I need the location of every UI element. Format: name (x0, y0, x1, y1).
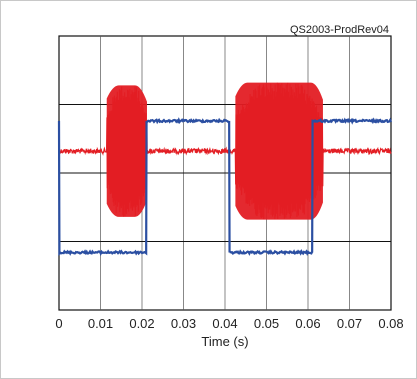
x-tick-label: 0.07 (337, 316, 362, 331)
x-tick-labels: 0 0.01 0.02 0.03 0.04 0.05 0.06 0.07 0.08 (55, 316, 403, 331)
x-tick-label: 0.06 (295, 316, 320, 331)
x-tick-label: 0.04 (212, 316, 237, 331)
x-tick-label: 0 (55, 316, 62, 331)
x-tick-label: 0.08 (378, 316, 403, 331)
x-tick-label: 0.03 (171, 316, 196, 331)
blue-signal-trace (57, 117, 393, 257)
x-tick-label: 0.01 (88, 316, 113, 331)
x-axis-title: Time (s) (201, 334, 248, 349)
figure-tag: QS2003-ProdRev04 (290, 24, 389, 36)
series-layer (57, 82, 393, 257)
red-burst-1 (106, 85, 147, 217)
red-burst-2 (235, 82, 323, 220)
x-tick-label: 0.05 (254, 316, 279, 331)
x-tick-label: 0.02 (129, 316, 154, 331)
